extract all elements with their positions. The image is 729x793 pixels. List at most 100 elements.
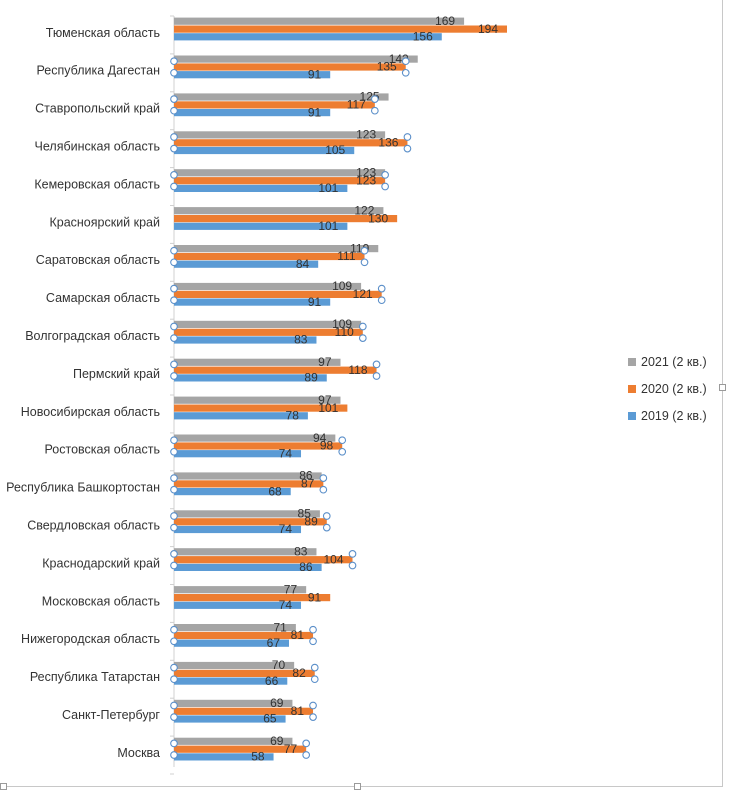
selection-handle[interactable] (170, 751, 178, 759)
selection-handle[interactable] (377, 296, 386, 305)
selection-handle[interactable] (170, 372, 178, 380)
selection-handle[interactable] (170, 675, 178, 684)
selection-handle[interactable] (309, 625, 317, 634)
selection-handle[interactable] (310, 675, 319, 684)
selection-handle[interactable] (170, 360, 178, 369)
data-label: 89 (304, 514, 318, 528)
selection-handle[interactable] (309, 637, 317, 646)
bar (174, 639, 290, 647)
data-label: 77 (284, 582, 298, 596)
selection-handle[interactable] (381, 171, 389, 179)
bar (174, 358, 341, 366)
data-label: 105 (325, 143, 345, 157)
data-label: 104 (323, 552, 343, 566)
selection-handle[interactable] (319, 485, 328, 494)
selection-handle[interactable] (338, 436, 347, 445)
selection-handle[interactable] (170, 701, 178, 710)
value-labels: 1691941561421359112511791123136105123123… (251, 14, 498, 764)
data-label: 70 (272, 658, 286, 672)
selection-handle[interactable] (372, 360, 381, 369)
category-label: Свердловская область (27, 518, 160, 532)
selection-handle[interactable] (170, 284, 178, 293)
selection-handle[interactable] (309, 713, 317, 721)
resize-handle-bottom-left[interactable] (0, 783, 7, 790)
category-axis-ticks (170, 15, 174, 775)
selection-handle[interactable] (170, 133, 178, 141)
selection-handle[interactable] (360, 246, 369, 255)
selection-handle[interactable] (170, 68, 178, 77)
data-label: 89 (304, 371, 318, 385)
selection-handle[interactable] (322, 512, 331, 520)
data-label: 69 (270, 696, 284, 710)
category-label: Краснодарский край (42, 556, 160, 570)
bar (174, 101, 375, 109)
category-label: Московская область (42, 594, 160, 608)
selection-handle[interactable] (401, 57, 410, 66)
selection-handle[interactable] (370, 95, 379, 103)
resize-handle-right-middle[interactable] (719, 384, 726, 391)
selection-handle[interactable] (170, 739, 178, 748)
data-label: 67 (267, 636, 281, 650)
selection-handle[interactable] (170, 447, 178, 456)
selection-handle[interactable] (170, 322, 178, 331)
selection-handle[interactable] (348, 561, 357, 570)
selection-handle[interactable] (170, 561, 178, 570)
selection-handle[interactable] (170, 625, 178, 634)
data-label: 194 (478, 22, 498, 36)
selection-handle[interactable] (302, 739, 311, 748)
selection-handle[interactable] (358, 322, 367, 331)
selection-handle[interactable] (170, 182, 178, 191)
data-label: 117 (347, 98, 366, 112)
selection-handle[interactable] (170, 144, 178, 153)
selection-handle[interactable] (372, 372, 381, 380)
selection-handle[interactable] (170, 95, 178, 103)
selection-handle[interactable] (381, 182, 389, 191)
selection-handle[interactable] (170, 713, 178, 721)
selection-handle[interactable] (170, 334, 178, 342)
bar (174, 177, 386, 185)
selection-handle[interactable] (170, 523, 178, 532)
selection-handle[interactable] (358, 334, 367, 342)
selection-handle[interactable] (170, 436, 178, 445)
chart-frame-right-edge (722, 0, 723, 787)
data-label: 122 (354, 203, 374, 217)
selection-handle[interactable] (401, 68, 410, 77)
selection-handle[interactable] (302, 751, 311, 759)
selection-handle[interactable] (170, 106, 178, 115)
selection-handles[interactable] (170, 57, 412, 759)
selection-handle[interactable] (360, 258, 369, 267)
selection-handle[interactable] (170, 258, 178, 267)
bar (174, 404, 348, 412)
category-label: Кемеровская область (34, 177, 160, 191)
data-label: 91 (308, 67, 322, 81)
selection-handle[interactable] (170, 246, 178, 255)
selection-handle[interactable] (170, 663, 178, 672)
selection-handle[interactable] (403, 133, 412, 141)
bar (174, 624, 296, 632)
selection-handle[interactable] (319, 474, 328, 482)
resize-handle-bottom-center[interactable] (354, 783, 361, 790)
selection-handle[interactable] (170, 512, 178, 520)
legend-label: 2019 (2 кв.) (641, 409, 707, 423)
data-label: 71 (274, 620, 288, 634)
selection-handle[interactable] (310, 663, 319, 672)
selection-handle[interactable] (170, 171, 178, 179)
selection-handle[interactable] (377, 284, 386, 293)
selection-handle[interactable] (170, 485, 178, 494)
data-label: 86 (299, 469, 313, 483)
selection-handle[interactable] (170, 296, 178, 305)
bar (174, 93, 389, 101)
selection-handle[interactable] (348, 550, 357, 558)
selection-handle[interactable] (170, 474, 178, 482)
selection-handle[interactable] (170, 57, 178, 66)
selection-handle[interactable] (170, 637, 178, 646)
selection-handle[interactable] (338, 447, 347, 456)
selection-handle[interactable] (322, 523, 331, 532)
bar (174, 252, 365, 261)
selection-handle[interactable] (370, 106, 379, 115)
data-label: 91 (308, 295, 322, 309)
selection-handle[interactable] (309, 701, 317, 710)
selection-handle[interactable] (403, 144, 412, 153)
selection-handle[interactable] (170, 550, 178, 558)
